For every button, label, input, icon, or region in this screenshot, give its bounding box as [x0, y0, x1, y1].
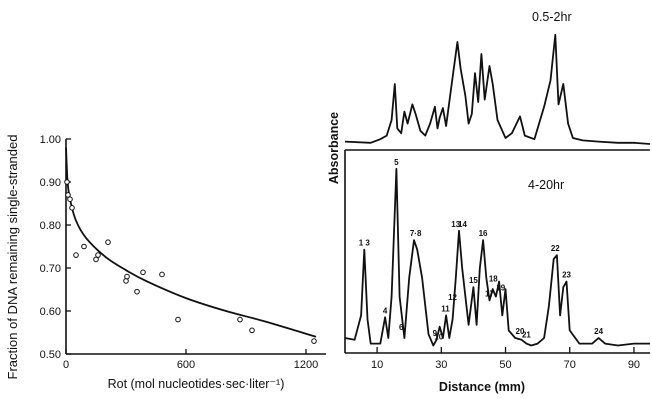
peak-label: 12: [448, 293, 457, 302]
peak-label: 18: [489, 274, 498, 283]
data-point: [64, 179, 70, 185]
peak-label: 9: [433, 329, 438, 338]
rot-curve-chart: 0.50 0.60 0.70 0.80 0.90 1.00 0 600 1200 Fracti…: [5, 134, 326, 391]
data-point: [73, 252, 79, 258]
data-point: [140, 269, 146, 276]
panel-label-bottom: 4-20hr: [528, 178, 564, 192]
left-y-tick-label: 0.70: [40, 263, 61, 275]
trace-0-5-2hr: [344, 33, 651, 145]
peak-label: 21: [522, 331, 531, 340]
fit-curve: [65, 147, 317, 338]
peak-label: 11: [441, 304, 450, 313]
peak-label: 5: [394, 158, 399, 167]
trace-4-20hr: [344, 167, 650, 347]
right-x-tick-label: 10: [371, 359, 383, 371]
peak-label: 4: [383, 306, 388, 315]
peak-label: 17: [485, 289, 494, 298]
peak-label: 19: [496, 284, 505, 293]
absorbance-chart: 1 357·8469101112131415161718192021222324…: [327, 10, 651, 394]
data-point: [105, 239, 111, 245]
peak-label: 13: [451, 220, 460, 229]
data-point: [67, 196, 73, 202]
peak-label: 20: [516, 327, 525, 336]
data-point: [65, 192, 71, 198]
data-point: [81, 243, 87, 250]
peak-label: 6: [399, 323, 404, 332]
right-y-axis-label: Absorbance: [327, 112, 341, 184]
data-point: [124, 273, 130, 280]
panel-label-top: 0.5-2hr: [532, 10, 572, 24]
right-x-tick-label: 50: [499, 359, 511, 371]
data-point: [134, 288, 140, 295]
left-y-tick-label: 0.50: [40, 349, 61, 361]
left-x-tick-label: 600: [177, 359, 195, 371]
peak-label: 1 3: [359, 239, 371, 248]
peak-label: 14: [458, 220, 467, 229]
peak-label: 10: [434, 333, 443, 342]
right-x-axis-label: Distance (mm): [439, 380, 525, 394]
peak-label: 7·8: [410, 229, 422, 238]
data-point: [175, 316, 181, 323]
right-x-tick-label: 70: [564, 359, 576, 371]
right-x-tick-label: 30: [435, 359, 447, 371]
data-point: [249, 327, 255, 334]
left-y-tick-label: 0.80: [40, 220, 61, 232]
left-y-tick-label: 0.90: [40, 177, 61, 189]
data-point: [311, 338, 317, 344]
left-y-tick-label: 1.00: [40, 134, 61, 146]
peak-label: 16: [479, 229, 488, 238]
data-point: [237, 316, 243, 323]
peak-label: 22: [551, 244, 560, 253]
left-x-tick-label: 0: [63, 359, 69, 371]
peak-label: 15: [469, 276, 478, 285]
data-point: [69, 205, 75, 211]
data-point: [95, 252, 101, 258]
left-y-axis-label: Fraction of DNA remaining single-strande…: [5, 135, 20, 380]
data-point: [93, 256, 99, 263]
left-x-tick-label: 1200: [294, 359, 318, 371]
peak-label: 23: [562, 271, 571, 280]
peak-label: 24: [594, 327, 603, 336]
left-x-axis-label: Rot (mol nucleotides·sec·liter⁻¹): [108, 377, 285, 391]
left-y-tick-label: 0.60: [40, 306, 61, 318]
data-point: [159, 271, 165, 278]
right-x-tick-label: 90: [628, 359, 640, 371]
